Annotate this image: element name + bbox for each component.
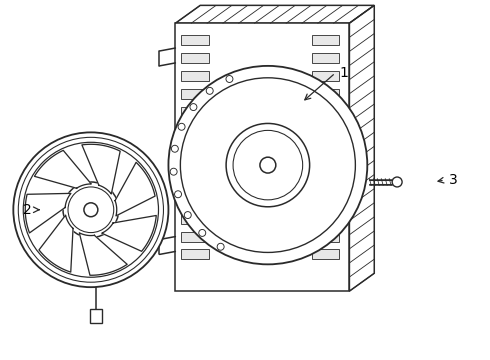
Bar: [181, 53, 209, 63]
Bar: [181, 214, 209, 224]
Circle shape: [206, 87, 213, 94]
Circle shape: [199, 229, 206, 237]
Polygon shape: [115, 162, 155, 216]
Bar: [181, 249, 209, 260]
Bar: [181, 89, 209, 99]
Circle shape: [217, 243, 224, 250]
Bar: [312, 89, 340, 99]
Polygon shape: [82, 144, 120, 194]
Circle shape: [260, 157, 276, 173]
Text: 3: 3: [449, 173, 458, 187]
Circle shape: [63, 182, 119, 238]
Text: 2: 2: [23, 203, 32, 217]
Circle shape: [174, 191, 181, 198]
Bar: [312, 125, 340, 134]
Polygon shape: [39, 215, 73, 272]
Bar: [181, 35, 209, 45]
Bar: [312, 35, 340, 45]
Bar: [181, 71, 209, 81]
Circle shape: [170, 168, 177, 175]
Circle shape: [184, 212, 191, 219]
Polygon shape: [349, 5, 374, 291]
Bar: [312, 249, 340, 260]
Bar: [312, 196, 340, 206]
Circle shape: [68, 187, 114, 233]
Bar: [181, 142, 209, 152]
Bar: [312, 160, 340, 170]
Polygon shape: [25, 193, 71, 233]
Polygon shape: [175, 23, 349, 291]
Circle shape: [180, 78, 355, 252]
Circle shape: [233, 130, 303, 200]
Circle shape: [178, 123, 185, 130]
Bar: [181, 107, 209, 117]
Bar: [181, 231, 209, 242]
Bar: [181, 178, 209, 188]
Bar: [312, 71, 340, 81]
Circle shape: [18, 137, 164, 282]
Bar: [181, 160, 209, 170]
Polygon shape: [102, 216, 156, 251]
Bar: [312, 178, 340, 188]
Circle shape: [172, 145, 178, 152]
Circle shape: [13, 132, 169, 287]
Circle shape: [392, 177, 402, 187]
Circle shape: [226, 123, 310, 207]
Text: 1: 1: [340, 66, 348, 80]
Bar: [312, 107, 340, 117]
Polygon shape: [79, 233, 127, 275]
Circle shape: [169, 66, 368, 264]
Bar: [312, 214, 340, 224]
Bar: [312, 231, 340, 242]
Circle shape: [226, 76, 233, 82]
Polygon shape: [34, 150, 91, 188]
Bar: [312, 142, 340, 152]
Bar: [312, 53, 340, 63]
Bar: [181, 125, 209, 134]
Circle shape: [84, 203, 98, 217]
Polygon shape: [175, 5, 374, 23]
Bar: [181, 196, 209, 206]
Circle shape: [190, 104, 197, 111]
Bar: [90, 309, 102, 323]
Circle shape: [23, 142, 158, 277]
